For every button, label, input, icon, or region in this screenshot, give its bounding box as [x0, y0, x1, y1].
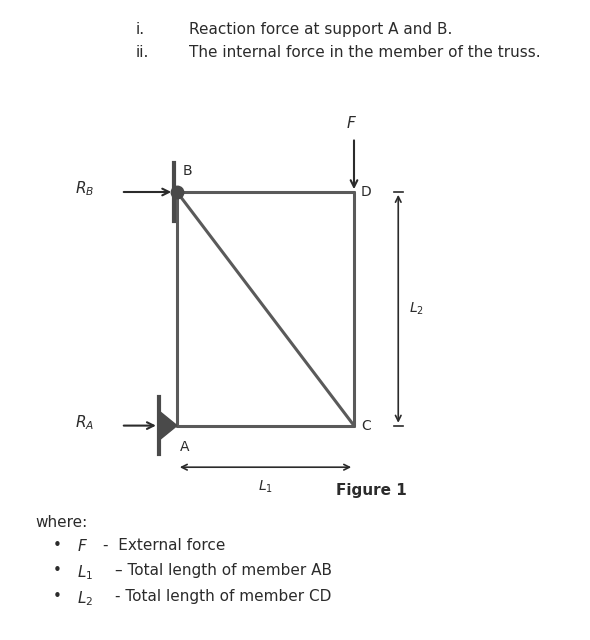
- Text: where:: where:: [35, 515, 88, 530]
- Text: $R_A$: $R_A$: [76, 413, 94, 432]
- Text: •: •: [53, 563, 62, 578]
- Text: $L_1$: $L_1$: [77, 563, 93, 582]
- Text: $F$: $F$: [346, 115, 356, 131]
- Text: •: •: [53, 538, 62, 552]
- Text: $L_1$: $L_1$: [258, 479, 273, 495]
- Polygon shape: [160, 412, 177, 439]
- Text: The internal force in the member of the truss.: The internal force in the member of the …: [189, 45, 540, 60]
- Text: $L_2$: $L_2$: [77, 589, 93, 607]
- Text: i.: i.: [136, 22, 145, 37]
- Text: B: B: [183, 164, 192, 178]
- Text: $R_B$: $R_B$: [75, 179, 94, 198]
- Text: ii.: ii.: [136, 45, 149, 60]
- Text: -  External force: - External force: [103, 538, 225, 552]
- Text: •: •: [53, 589, 62, 604]
- Text: A: A: [180, 440, 189, 454]
- Text: C: C: [361, 419, 371, 433]
- Text: $L_2$: $L_2$: [409, 301, 424, 317]
- Text: $F$: $F$: [77, 538, 88, 554]
- Text: - Total length of member CD: - Total length of member CD: [115, 589, 332, 604]
- Text: D: D: [361, 185, 372, 199]
- Text: – Total length of member AB: – Total length of member AB: [115, 563, 332, 578]
- Text: Reaction force at support A and B.: Reaction force at support A and B.: [189, 22, 452, 37]
- Text: Figure 1: Figure 1: [336, 483, 407, 498]
